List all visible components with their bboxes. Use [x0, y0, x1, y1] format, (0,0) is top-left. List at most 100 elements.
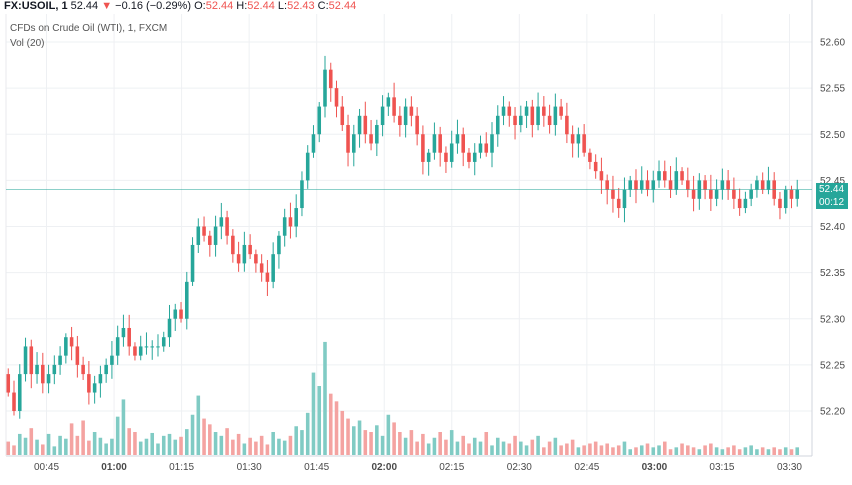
x-tick-label: 02:00 — [371, 462, 397, 473]
candle-body — [12, 392, 16, 411]
candle-body — [651, 180, 656, 190]
volume-bar — [392, 422, 396, 455]
candle-body — [392, 97, 396, 116]
candle-body — [46, 374, 51, 384]
candle-body — [41, 364, 45, 384]
volume-bar — [662, 441, 667, 455]
volume-bar — [138, 441, 143, 455]
candle-body — [190, 244, 195, 282]
candle-body — [133, 346, 137, 356]
candle-body — [328, 69, 333, 89]
candle-body — [559, 106, 563, 116]
candle-body — [294, 208, 298, 227]
volume-bar — [582, 445, 586, 455]
volume-bar — [444, 439, 448, 455]
candle-body — [749, 189, 753, 199]
axes: 52.2052.2552.3052.3552.4052.4552.5052.55… — [5, 0, 845, 473]
candle-body — [778, 198, 782, 209]
close-label: C: — [317, 0, 329, 12]
volume-bar — [795, 447, 800, 455]
high-value: 52.44 — [247, 0, 275, 12]
volume-bar — [208, 424, 212, 455]
candle-body — [582, 134, 586, 153]
candle-body — [81, 364, 85, 375]
candle-body — [467, 152, 471, 162]
volume-bar — [41, 444, 45, 455]
candle-body — [680, 171, 684, 181]
candle-body — [161, 337, 166, 347]
candle-body — [484, 143, 489, 153]
candle-body — [265, 272, 270, 282]
volume-bar — [760, 447, 765, 455]
volume-bar — [634, 447, 638, 455]
volume-bar — [749, 445, 753, 455]
candle-body — [403, 106, 408, 126]
candle-body — [184, 281, 189, 319]
last-price: 52.44 — [70, 0, 99, 12]
candle-body — [179, 309, 183, 319]
low-label: L: — [277, 0, 288, 12]
volume-bar — [703, 445, 707, 455]
volume-bar — [651, 447, 656, 455]
volume-bar — [513, 435, 517, 455]
candle-body — [380, 106, 385, 126]
candle-body — [225, 217, 229, 236]
candle-body — [513, 115, 517, 126]
volume-bar — [352, 426, 356, 455]
candle-body — [697, 180, 702, 199]
volume-bar — [680, 443, 684, 455]
volume-bar — [438, 432, 442, 455]
volume-bar — [363, 430, 368, 455]
candle-body — [150, 346, 155, 348]
candle-body — [409, 106, 414, 116]
x-tick-label: 02:30 — [507, 462, 532, 473]
candle-body — [547, 115, 552, 126]
candle-body — [772, 180, 776, 199]
volume-bar — [110, 438, 114, 455]
volume-bar — [622, 441, 627, 455]
volume-bar — [202, 418, 206, 455]
x-tick-label: 02:45 — [574, 462, 599, 473]
volume-bar — [300, 430, 304, 455]
volume-bar — [46, 433, 51, 455]
volume-bar — [17, 433, 22, 455]
candle-body — [375, 125, 379, 144]
volume-bar — [720, 449, 725, 455]
volume-bar — [98, 437, 103, 455]
candle-body — [156, 346, 160, 348]
volume-bars — [6, 341, 800, 455]
candle-body — [686, 180, 690, 190]
volume-bar — [599, 445, 604, 455]
candlestick-series — [6, 55, 800, 419]
volume-bar — [127, 428, 131, 455]
volume-bar — [559, 445, 563, 455]
volume-bar — [501, 441, 506, 455]
volume-bar — [455, 441, 460, 455]
candle-body — [449, 143, 454, 162]
volume-bar — [553, 437, 558, 455]
candle-body — [709, 189, 713, 199]
candle-body — [490, 134, 494, 153]
candle-body — [795, 189, 800, 199]
volume-bar — [115, 416, 120, 455]
volume-bar — [709, 443, 713, 455]
candle-body — [461, 134, 465, 153]
candle-body — [553, 106, 558, 126]
volume-bar — [415, 441, 419, 455]
volume-indicator-label[interactable]: Vol (20) — [10, 38, 45, 49]
candle-body — [115, 337, 120, 356]
volume-bar — [121, 399, 126, 455]
volume-bar — [628, 449, 633, 455]
candle-body — [703, 180, 707, 190]
countdown-tag: 00:12 — [816, 196, 848, 210]
volume-bar — [277, 438, 281, 455]
volume-bar — [219, 435, 224, 455]
candle-body — [438, 134, 442, 153]
candle-body — [732, 189, 736, 199]
volume-bar — [150, 432, 155, 455]
volume-bar — [605, 443, 609, 455]
candle-body — [507, 106, 512, 116]
candle-body — [311, 134, 316, 153]
